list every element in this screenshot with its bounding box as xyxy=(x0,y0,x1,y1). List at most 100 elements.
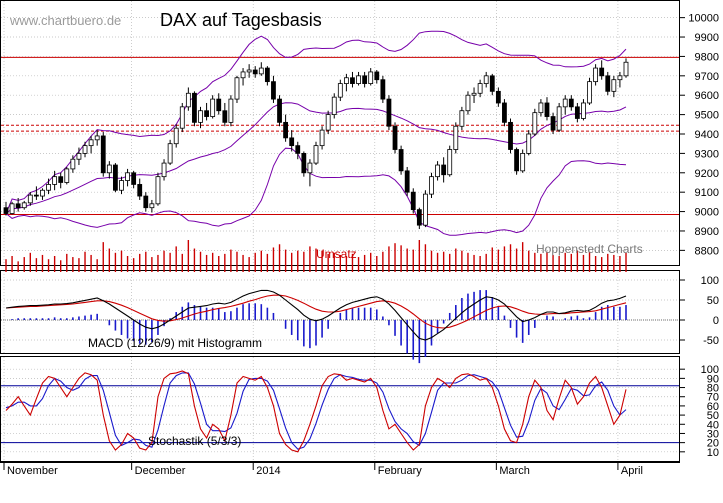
stoch-tick-label: 20 xyxy=(707,438,719,450)
candle-body xyxy=(562,98,568,108)
candle-body xyxy=(228,98,234,123)
candle-body xyxy=(556,106,562,131)
candle-body xyxy=(222,110,228,123)
macd-line xyxy=(5,289,627,341)
candle-body xyxy=(459,110,465,127)
candle-body xyxy=(106,164,112,174)
candle-body xyxy=(52,176,58,185)
stoch-tick-label: 30 xyxy=(707,428,719,440)
candle-body xyxy=(538,102,544,114)
candle-body xyxy=(483,75,489,84)
candle-body xyxy=(252,69,258,75)
candle-body xyxy=(179,106,185,129)
chart-title: DAX auf Tagesbasis xyxy=(160,10,322,30)
candle-body xyxy=(447,149,453,176)
price-tick-label: 9200 xyxy=(695,168,719,180)
candle-body xyxy=(234,77,240,100)
macd-signal-line xyxy=(5,294,627,329)
price-tick-label: 9000 xyxy=(695,207,719,219)
candle-body xyxy=(21,202,27,209)
candle-body xyxy=(380,79,386,100)
macd-tick-label: -50 xyxy=(703,335,719,347)
candle-body xyxy=(185,92,191,108)
candle-body xyxy=(398,149,404,172)
candle-body xyxy=(374,71,380,81)
candle-body xyxy=(173,127,179,145)
bollinger-upper-line xyxy=(5,30,627,214)
price-tick-label: 9700 xyxy=(695,71,719,83)
candle-body xyxy=(15,203,21,209)
x-tick-label: March xyxy=(499,465,530,477)
candle-body xyxy=(416,209,422,226)
volume-bars xyxy=(5,240,627,272)
price-tick-label: 9100 xyxy=(695,187,719,199)
candle-body xyxy=(532,112,538,135)
candle-body xyxy=(271,81,276,100)
candle-body xyxy=(587,81,592,104)
candle-body xyxy=(64,168,70,183)
candle-body xyxy=(617,75,623,81)
candle-body xyxy=(283,121,289,139)
candle-body xyxy=(392,125,398,150)
candle-body xyxy=(210,98,216,117)
candle-body xyxy=(204,110,209,117)
candle-body xyxy=(149,203,155,209)
candle-body xyxy=(489,75,495,92)
stoch-tick-label: 60 xyxy=(707,401,719,413)
candle-body xyxy=(581,102,586,119)
candle-body xyxy=(362,75,368,84)
candle-body xyxy=(435,164,440,178)
candle-body xyxy=(514,149,519,172)
grid-layer xyxy=(1,1,679,461)
candle-body xyxy=(343,77,349,84)
candle-body xyxy=(192,92,197,123)
volume-label: Umsatz xyxy=(316,247,357,261)
x-tick-label: February xyxy=(378,465,423,477)
candle-body xyxy=(258,67,264,75)
candle-body xyxy=(40,189,45,197)
candle-body xyxy=(368,71,374,84)
y-axis-labels: 10000 9900 9800 9700 9600 9500 9400 9300 9200 910… xyxy=(680,13,719,459)
stochastic-lines xyxy=(5,370,627,453)
macd-tick-label: 0 xyxy=(713,315,719,327)
price-tick-label: 9300 xyxy=(695,148,719,160)
candle-body xyxy=(568,98,574,108)
candle-body xyxy=(167,143,173,164)
candle-body xyxy=(465,94,471,112)
price-tick-label: 8900 xyxy=(695,226,719,238)
price-tick-label: 9600 xyxy=(695,90,719,102)
candle-body xyxy=(88,139,94,147)
candle-body xyxy=(495,90,501,104)
candle-body xyxy=(198,110,203,123)
candle-body xyxy=(404,170,410,193)
candle-body xyxy=(544,102,550,117)
candle-body xyxy=(441,164,447,176)
price-tick-label: 9500 xyxy=(695,110,719,122)
candle-body xyxy=(100,135,106,174)
candle-body xyxy=(277,98,282,123)
candle-body xyxy=(550,116,556,131)
candle-body xyxy=(82,145,88,154)
macd-label: MACD (12/26/9) mit Histogramm xyxy=(88,336,262,350)
candle-body xyxy=(356,75,361,84)
stochastic-label: Stochastik (5/3/3) xyxy=(148,434,241,448)
stoch-tick-label: 100 xyxy=(701,364,719,376)
candle-body xyxy=(599,67,605,77)
candle-body xyxy=(593,67,599,83)
price-tick-label: 9900 xyxy=(695,32,719,44)
candle-body xyxy=(453,125,459,150)
candle-body xyxy=(574,106,580,119)
x-tick-label: December xyxy=(135,465,186,477)
candle-body xyxy=(240,71,246,79)
price-tick-label: 8800 xyxy=(695,245,719,257)
stochastic-k-line xyxy=(5,370,627,453)
candle-body xyxy=(508,121,513,150)
candle-body xyxy=(410,191,416,211)
price-tick-label: 10000 xyxy=(688,13,719,25)
candle-body xyxy=(137,184,143,197)
candle-body xyxy=(350,77,355,84)
candle-body xyxy=(289,137,295,147)
candle-body xyxy=(423,193,428,226)
candle-body xyxy=(325,114,331,131)
